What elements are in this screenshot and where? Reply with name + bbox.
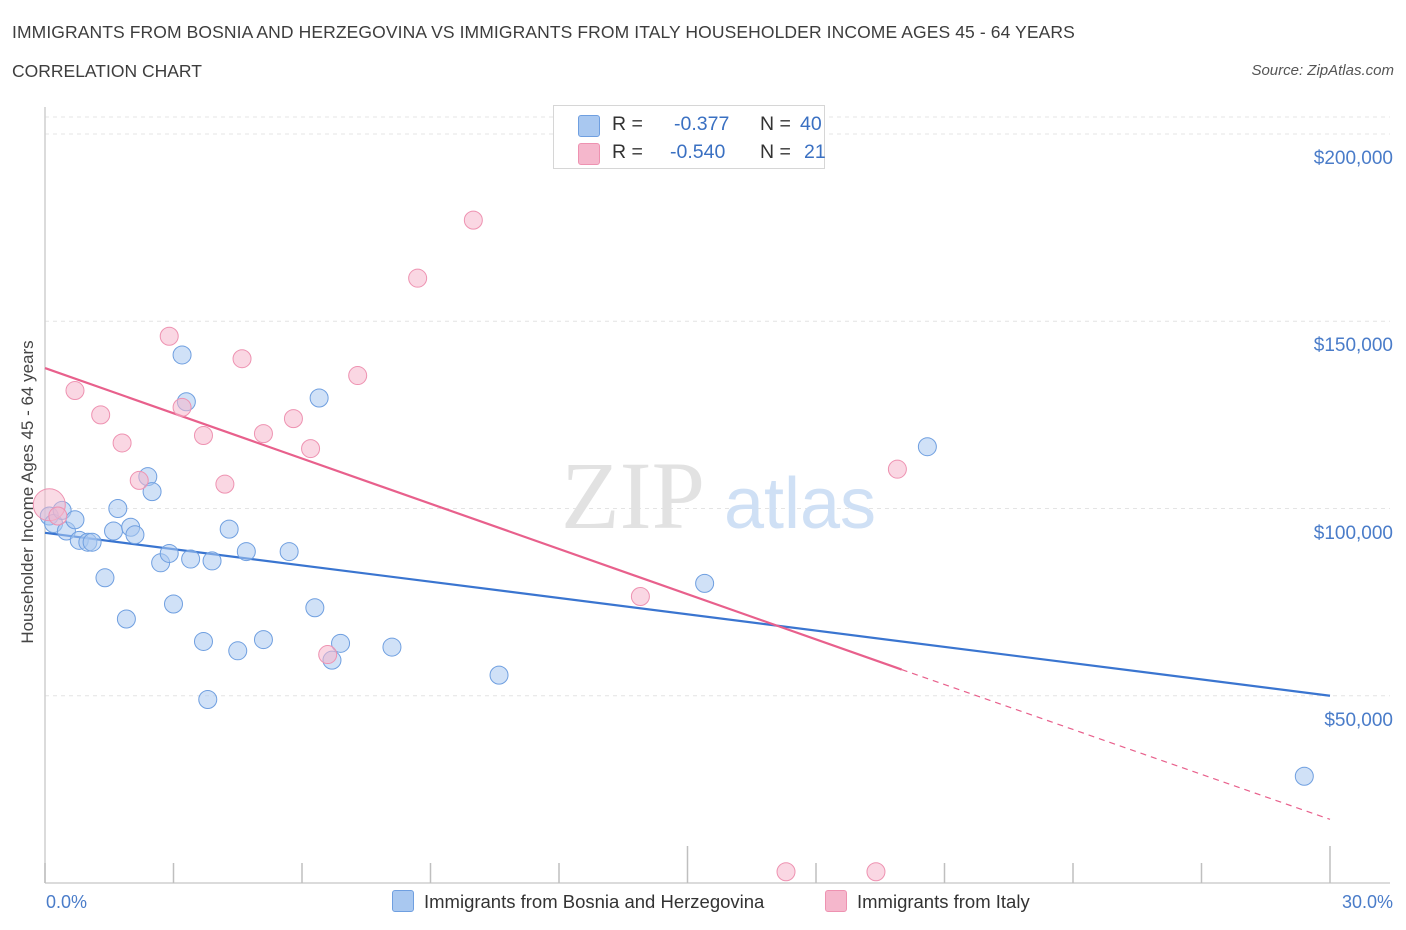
data-point — [159, 543, 179, 563]
data-point — [253, 424, 273, 444]
bottom-legend-swatch-bosnia — [392, 890, 414, 912]
data-point — [112, 433, 132, 453]
trend-line-1 — [44, 367, 903, 671]
chart-title: IMMIGRANTS FROM BOSNIA AND HERZEGOVINA V… — [12, 22, 1075, 42]
bottom-legend-swatch-italy — [825, 890, 847, 912]
data-point — [129, 470, 149, 490]
data-point — [219, 519, 239, 539]
data-point — [236, 542, 256, 562]
data-point — [463, 210, 483, 230]
data-point — [215, 474, 235, 494]
bottom-legend-bosnia[interactable]: Immigrants from Bosnia and Herzegovina — [392, 890, 764, 913]
grid-lines — [45, 116, 1390, 697]
data-point — [408, 268, 428, 288]
data-point — [695, 573, 715, 593]
data-point — [866, 862, 886, 882]
data-point — [82, 532, 102, 552]
data-point — [305, 598, 325, 618]
data-point — [202, 551, 222, 571]
data-point — [91, 405, 111, 425]
trend-line-extension-1 — [901, 668, 1331, 820]
axes — [44, 107, 1390, 884]
bottom-legend-label-bosnia: Immigrants from Bosnia and Herzegovina — [424, 891, 765, 912]
data-point — [193, 425, 213, 445]
data-point — [181, 549, 201, 569]
x-tick-label-max: 30.0% — [1341, 892, 1393, 912]
data-point — [125, 525, 145, 545]
data-point — [65, 381, 85, 401]
legend-n-value: 40 — [800, 113, 822, 135]
data-point — [108, 499, 128, 518]
data-point — [116, 609, 136, 629]
trend-lines — [44, 367, 1331, 820]
data-point — [232, 349, 252, 369]
y-tick-label: $150,000 — [1313, 335, 1393, 357]
legend-swatch-italy — [578, 143, 600, 165]
watermark: ZIP atlas — [561, 442, 876, 549]
data-point — [318, 645, 338, 665]
trend-line-0 — [44, 531, 1331, 697]
stats-legend: R = -0.377 N = 40 R = -0.540 N = 21 — [553, 105, 826, 169]
legend-n-value: 21 — [804, 141, 826, 163]
data-point — [193, 631, 213, 651]
y-tick-label: $50,000 — [1324, 709, 1393, 731]
data-points — [32, 210, 1314, 882]
data-point — [95, 568, 115, 588]
data-point — [228, 641, 248, 661]
data-point — [65, 510, 85, 530]
bottom-legend-italy[interactable]: Immigrants from Italy — [825, 890, 1030, 913]
data-point — [776, 862, 796, 882]
legend-n-label: N = — [760, 141, 791, 163]
chart-subtitle: CORRELATION CHART — [12, 61, 202, 81]
y-tick-label: $100,000 — [1313, 522, 1393, 544]
data-point — [283, 409, 303, 429]
data-point — [301, 439, 321, 459]
data-point — [104, 521, 124, 541]
legend-r-value: -0.377 — [674, 113, 730, 135]
data-point — [489, 665, 509, 685]
data-point — [172, 345, 192, 365]
data-point — [48, 506, 68, 526]
data-point — [159, 326, 179, 346]
data-point — [142, 482, 162, 502]
legend-r-value: -0.540 — [670, 141, 726, 163]
data-point — [279, 542, 299, 562]
y-tick-label: $200,000 — [1313, 148, 1393, 169]
source-label[interactable]: Source: ZipAtlas.com — [1251, 62, 1394, 79]
data-point — [630, 587, 650, 607]
legend-swatch-bosnia — [578, 115, 600, 137]
data-point — [253, 630, 273, 650]
data-point — [164, 594, 183, 614]
legend-r-label: R = — [612, 113, 643, 135]
legend-n-label: N = — [760, 113, 791, 135]
watermark-atlas: atlas — [724, 464, 876, 544]
data-point — [382, 637, 402, 657]
data-point — [1294, 766, 1314, 786]
data-point — [348, 366, 368, 386]
bottom-legend-label-italy: Immigrants from Italy — [857, 891, 1030, 912]
data-point — [887, 459, 907, 479]
x-tick-label-min: 0.0% — [46, 892, 88, 912]
watermark-zip: ZIP — [561, 442, 705, 549]
data-point — [331, 633, 351, 653]
legend-r-label: R = — [612, 141, 643, 163]
data-point — [198, 689, 218, 709]
data-point — [172, 397, 192, 417]
data-point — [309, 388, 329, 408]
data-point — [917, 437, 937, 457]
